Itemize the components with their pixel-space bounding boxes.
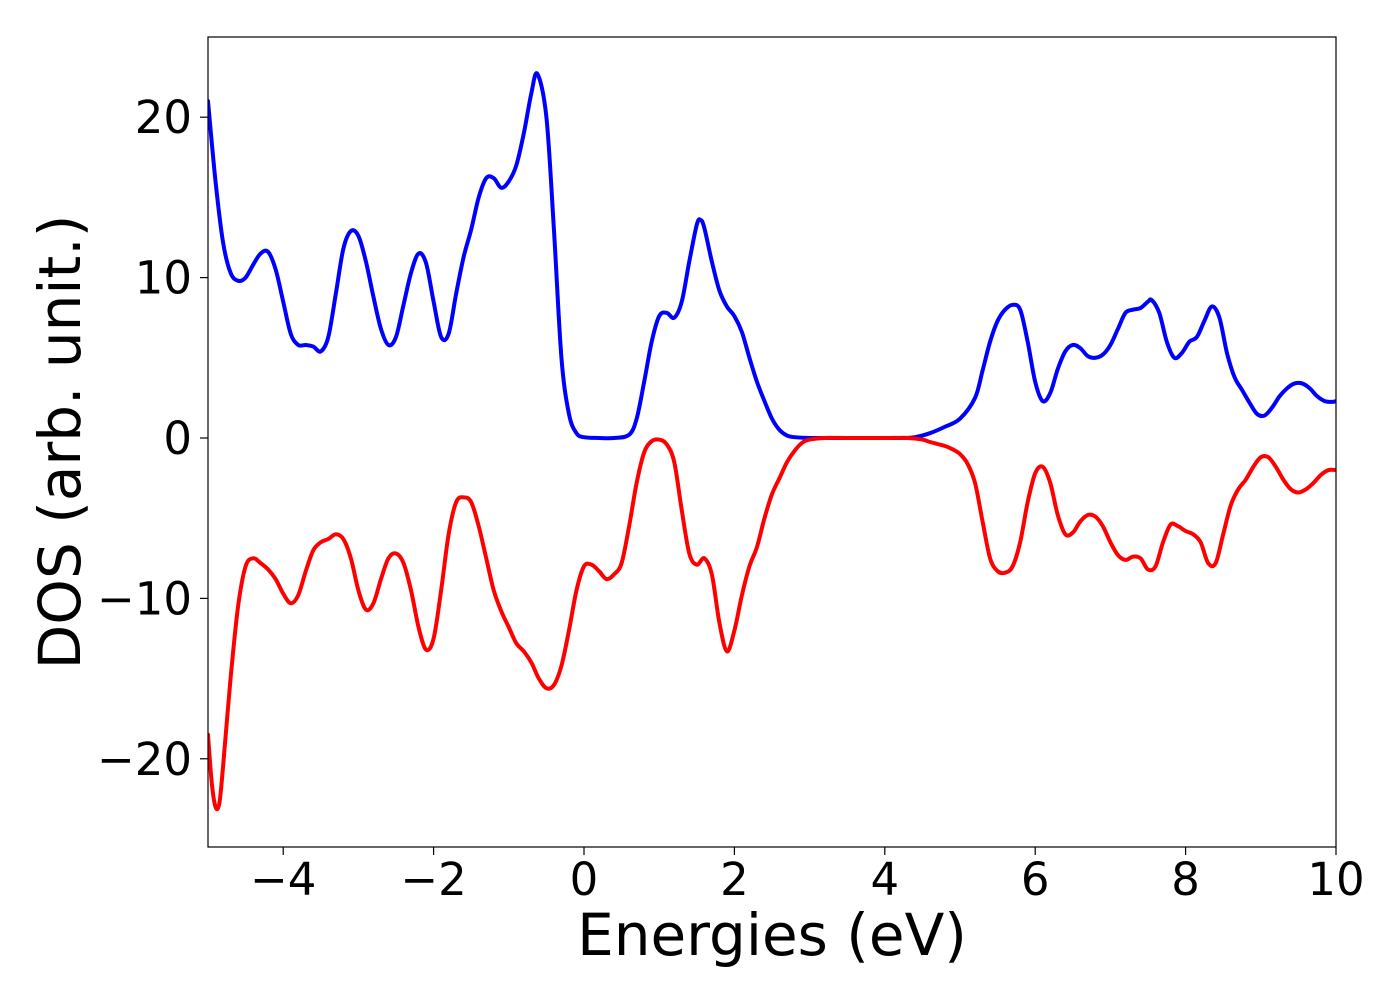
x-tick-label: 10 bbox=[1307, 853, 1364, 906]
x-tick-label: 4 bbox=[870, 853, 899, 906]
y-tick-label: −10 bbox=[97, 572, 192, 625]
y-tick-label: 20 bbox=[135, 91, 192, 144]
y-tick-label: 0 bbox=[163, 412, 192, 465]
plot-frame bbox=[207, 36, 1337, 848]
y-tick-label: −20 bbox=[97, 733, 192, 786]
series-line-1 bbox=[208, 71, 1336, 441]
x-axis-ticks: −4 −2 0 2 4 6 8 10 bbox=[250, 847, 1365, 906]
x-tick-label: 6 bbox=[1021, 853, 1050, 906]
y-axis-ticks: −20 −10 0 10 20 bbox=[97, 91, 208, 786]
y-axis-label: DOS (arb. unit.) bbox=[26, 215, 94, 670]
x-tick-label: 2 bbox=[720, 853, 749, 906]
y-tick-label: 10 bbox=[135, 252, 192, 305]
series-layer bbox=[208, 71, 1336, 812]
x-tick-label: 0 bbox=[570, 853, 599, 906]
x-tick-label: 8 bbox=[1171, 853, 1200, 906]
x-tick-label: −4 bbox=[250, 853, 316, 906]
x-axis-label: Energies (eV) bbox=[577, 901, 967, 969]
x-tick-label: −2 bbox=[400, 853, 466, 906]
series-line-2 bbox=[208, 435, 1336, 812]
